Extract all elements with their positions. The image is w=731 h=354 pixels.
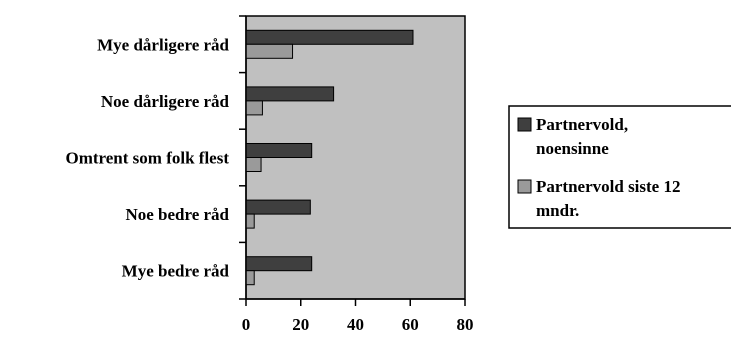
- bar-series-2-cat-2: [245, 100, 263, 116]
- legend-swatch-series-1: [517, 117, 532, 132]
- bar-series-2-cat-5: [245, 270, 255, 286]
- legend-label-series-1-line-2: noensinne: [536, 139, 609, 158]
- category-label-4: Noe bedre råd: [125, 205, 229, 224]
- legend-box: [508, 105, 731, 229]
- bar-series-2-cat-3: [245, 157, 262, 172]
- bar-series-1-cat-4: [245, 199, 311, 215]
- legend-label-series-2-line-2: mndr.: [536, 201, 579, 220]
- bar-series-2-cat-4: [245, 213, 255, 229]
- bar-series-2-cat-1: [245, 43, 294, 59]
- category-label-2: Noe dårligere råd: [101, 92, 230, 111]
- legend-label-series-1-line-1: Partnervold,: [536, 115, 628, 134]
- bar-series-1-cat-2: [245, 86, 335, 102]
- x-tick-label-4: 60: [402, 315, 419, 334]
- x-tick-label-2: 20: [292, 315, 309, 334]
- x-tick-label-3: 40: [347, 315, 364, 334]
- bar-series-1-cat-3: [245, 143, 313, 158]
- category-label-3: Omtrent som folk flest: [65, 149, 229, 168]
- legend-swatch-series-2: [517, 179, 532, 194]
- x-tick-label-1: 0: [242, 315, 251, 334]
- bar-series-1-cat-1: [245, 29, 414, 45]
- legend: Partnervold, noensinne Partnervold siste…: [508, 105, 731, 229]
- x-tick-label-5: 80: [457, 315, 474, 334]
- category-label-5: Mye bedre råd: [122, 262, 230, 281]
- category-label-1: Mye dårligere råd: [97, 35, 229, 54]
- legend-label-series-2-line-1: Partnervold siste 12: [536, 177, 680, 196]
- bar-series-1-cat-5: [245, 256, 313, 272]
